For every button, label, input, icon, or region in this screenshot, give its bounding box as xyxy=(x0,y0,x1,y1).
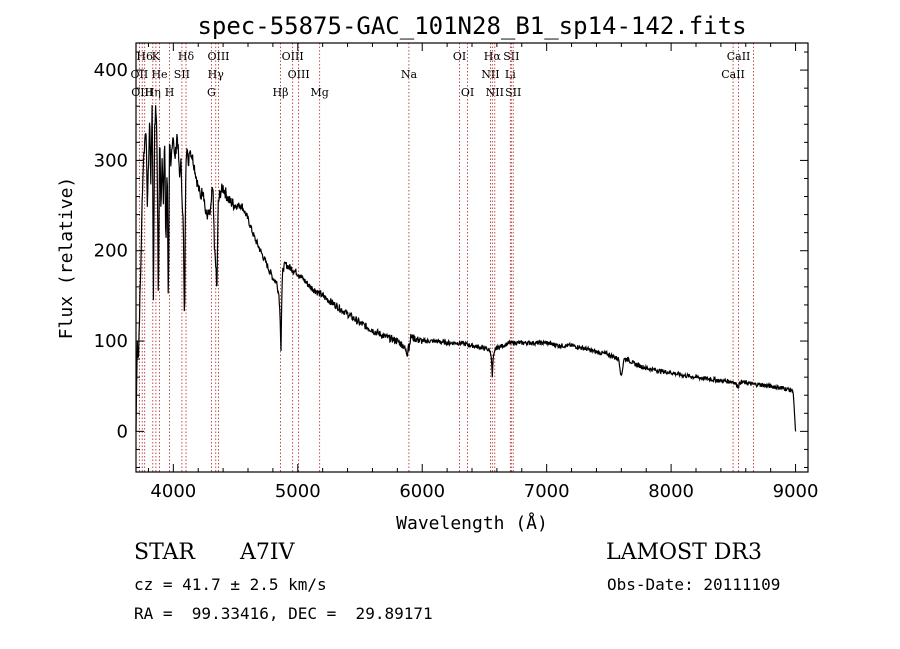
spectral-line-label: NII xyxy=(481,68,499,81)
spectral-line-label: SII xyxy=(174,68,190,81)
object-type: STAR xyxy=(134,540,195,565)
redshift-cz: cz = 41.7 ± 2.5 km/s xyxy=(134,575,327,594)
spectral-line-label: OII xyxy=(131,68,149,81)
y-tick-label: 200 xyxy=(94,241,128,262)
x-tick-label: 8000 xyxy=(648,481,694,502)
spectral-line-label: Hα xyxy=(484,50,502,63)
spectral-line-label: CaII xyxy=(721,68,745,81)
spectral-line-label: OIII xyxy=(288,68,310,81)
spectral-line-label: Hγ xyxy=(208,68,225,81)
x-tick-label: 4000 xyxy=(150,481,196,502)
plot-frame xyxy=(135,42,809,473)
spectral-line-label: Hη xyxy=(145,86,161,99)
spectral-line-label: H xyxy=(165,86,175,99)
y-axis-label: Flux (relative) xyxy=(56,177,77,340)
spectral-line-label: Hδ xyxy=(178,50,195,63)
x-tick-label: 9000 xyxy=(773,481,819,502)
y-tick-label: 400 xyxy=(94,60,128,81)
y-tick-label: 100 xyxy=(94,331,128,352)
spectral-line-label: SII xyxy=(505,86,521,99)
tick-layer: 4000 5000 6000 7000 8000 9000 0 100 200 300 400 xyxy=(94,43,819,502)
x-tick-label: 7000 xyxy=(524,481,570,502)
spectral-line-label: Na xyxy=(401,68,418,81)
spectral-line-label: K xyxy=(152,50,161,63)
spectral-line-label: OIII xyxy=(131,86,153,99)
x-tick-label: 6000 xyxy=(399,481,445,502)
spectral-line-label: CaII xyxy=(742,0,766,3)
spectral-line-label: Mg xyxy=(311,86,329,99)
spectral-line-label: OIII xyxy=(282,50,304,63)
spectrum-series-line xyxy=(135,105,797,432)
spectral-line-label: CaII xyxy=(727,50,751,63)
chart-title: spec-55875-GAC_101N28_B1_sp14-142.fits xyxy=(197,12,746,40)
spectral-line-label: OI xyxy=(461,86,474,99)
x-axis-label: Wavelength (Å) xyxy=(396,512,548,534)
spectral-line-label: OI xyxy=(453,50,466,63)
spectral-line-label: Li xyxy=(505,68,516,81)
y-tick-label: 300 xyxy=(94,150,128,171)
y-tick-label: 0 xyxy=(117,421,128,442)
spectral-line-label: G xyxy=(207,86,216,99)
spectral-line-label: OIII xyxy=(207,50,229,63)
obs-date: Obs-Date: 20111109 xyxy=(607,575,781,594)
spectral-line-label: SII xyxy=(503,50,519,63)
spectral-line-label: NII xyxy=(486,86,504,99)
spectral-line-label: He xyxy=(151,68,167,81)
object-subclass: A7IV xyxy=(240,540,295,565)
x-tick-label: 5000 xyxy=(275,481,321,502)
coordinates: RA = 99.33416, DEC = 29.89171 xyxy=(134,604,433,623)
survey-name: LAMOST DR3 xyxy=(606,540,762,565)
spectral-line-label: Hβ xyxy=(273,86,289,99)
spectral-line-label: H6 xyxy=(136,50,153,63)
